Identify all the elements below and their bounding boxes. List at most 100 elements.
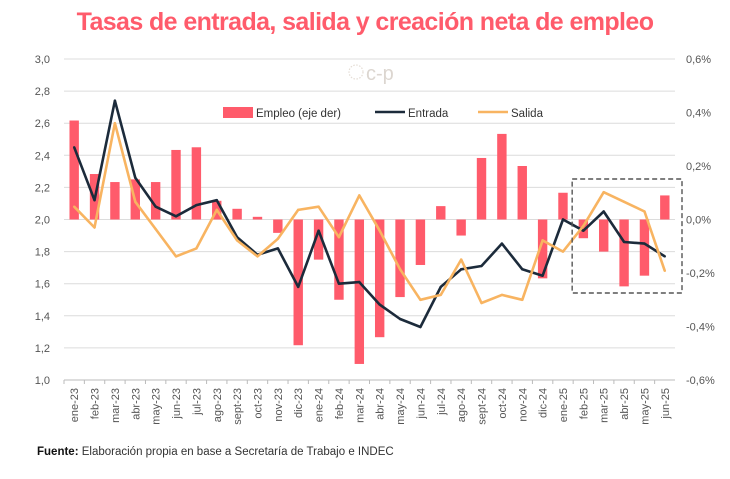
- point-salida-abr-23: [134, 200, 137, 204]
- point-salida-jun-23: [174, 255, 178, 258]
- point-entrada-ene-23: [72, 146, 76, 149]
- x-tick-label: may-25: [639, 388, 651, 425]
- point-entrada-sept-24: [480, 264, 483, 268]
- bar-empleo-jun-23: [171, 149, 181, 220]
- bar-empleo-feb-24: [334, 219, 344, 300]
- left-tick-label: 2,2: [35, 182, 50, 194]
- point-salida-feb-23: [93, 226, 96, 229]
- point-salida-may-23: [154, 227, 157, 231]
- x-tick-label: jun-24: [415, 388, 427, 420]
- point-entrada-jul-23: [195, 203, 198, 207]
- line-entrada: [72, 99, 666, 329]
- source-text: Elaboración propia en base a Secretaría …: [78, 446, 394, 458]
- point-entrada-jul-24: [439, 285, 442, 289]
- point-entrada-jun-23: [174, 215, 178, 218]
- point-salida-may-25: [643, 210, 646, 213]
- point-entrada-ago-24: [459, 268, 463, 271]
- point-entrada-may-23: [154, 205, 157, 208]
- line-salida: [73, 121, 667, 305]
- right-tick-label: 0,0%: [686, 215, 711, 227]
- point-salida-jun-24: [419, 298, 422, 301]
- point-salida-may-24: [398, 268, 402, 271]
- x-tick-label: jul-24: [436, 388, 448, 416]
- left-tick-label: 2,6: [35, 118, 50, 130]
- bar-empleo-mar-23: [110, 182, 120, 220]
- point-entrada-jun-24: [419, 325, 422, 329]
- bar-empleo-may-25: [639, 219, 650, 276]
- x-tick-label: dic-23: [293, 388, 305, 418]
- bar-empleo-jul-24: [436, 206, 446, 220]
- bar-empleo-jun-25: [660, 195, 670, 220]
- point-entrada-feb-24: [337, 282, 341, 285]
- source-note: Fuente: Elaboración propia en base a Sec…: [37, 446, 394, 458]
- right-tick-label: -0,6%: [686, 375, 715, 387]
- bar-empleo-nov-24: [517, 166, 527, 220]
- x-tick-label: ene-23: [69, 388, 81, 422]
- x-tick-label: may-24: [395, 388, 407, 425]
- right-tick-label: -0,2%: [686, 268, 715, 280]
- x-tick-label: ago-23: [212, 388, 224, 422]
- bar-empleo-ago-24: [456, 219, 466, 236]
- point-entrada-may-24: [398, 317, 402, 321]
- point-salida-ago-23: [215, 208, 218, 212]
- left-tick-label: 1,6: [35, 279, 50, 291]
- point-entrada-mar-25: [602, 210, 605, 213]
- bar-empleo-feb-25: [578, 219, 589, 239]
- point-entrada-mar-24: [358, 280, 361, 284]
- bar-empleo-oct-23: [252, 216, 263, 220]
- left-tick-label: 1,8: [35, 247, 50, 259]
- bar-empleo-jun-24: [415, 219, 426, 265]
- left-tick-label: 2,4: [35, 150, 50, 162]
- point-salida-jul-23: [195, 247, 198, 250]
- point-entrada-feb-23: [93, 199, 96, 202]
- x-tick-label: dic-24: [538, 388, 550, 418]
- point-salida-dic-23: [297, 208, 300, 212]
- point-salida-feb-25: [582, 224, 585, 228]
- left-tick-label: 1,2: [35, 343, 50, 355]
- point-entrada-oct-24: [500, 242, 504, 245]
- x-tick-label: sept-24: [477, 388, 489, 425]
- left-tick-label: 3,0: [35, 54, 50, 66]
- point-salida-dic-24: [541, 239, 544, 242]
- x-tick-label: nov-24: [517, 388, 529, 422]
- x-tick-label: abr-23: [130, 388, 142, 420]
- right-tick-label: 0,6%: [686, 54, 711, 66]
- x-tick-label: abr-25: [619, 388, 631, 420]
- x-tick-label: abr-24: [375, 388, 387, 420]
- chart-title: Tasas de entrada, salida y creación neta…: [76, 8, 654, 36]
- bar-empleo-ene-23: [69, 120, 79, 220]
- bar-empleo-ene-24: [313, 219, 324, 260]
- bar-empleo-may-24: [395, 219, 405, 298]
- logo-text: c-p: [366, 63, 394, 85]
- legend-label-empleo: Empleo (eje der): [256, 108, 341, 120]
- x-tick-label: feb-23: [90, 388, 102, 419]
- point-salida-mar-23: [113, 122, 117, 125]
- bar-empleo-may-23: [150, 182, 161, 220]
- right-tick-label: 0,2%: [686, 161, 711, 173]
- left-tick-label: 1,0: [35, 375, 50, 387]
- x-tick-label: feb-24: [334, 388, 346, 419]
- x-tick-label: feb-25: [578, 388, 590, 419]
- right-tick-label: -0,4%: [686, 322, 715, 334]
- x-tick-label: oct-24: [497, 388, 509, 419]
- logo-sun-icon: [348, 64, 364, 80]
- point-salida-abr-24: [378, 229, 381, 232]
- source-label: Fuente:: [37, 446, 79, 458]
- bar-empleo-ene-25: [558, 192, 568, 220]
- point-entrada-abr-24: [378, 303, 381, 306]
- point-salida-ene-24: [317, 205, 320, 208]
- point-salida-feb-24: [337, 235, 341, 239]
- left-tick-label: 2,8: [35, 86, 50, 98]
- point-salida-oct-24: [500, 293, 504, 297]
- point-entrada-nov-23: [276, 247, 280, 250]
- x-tick-label: mar-25: [599, 388, 611, 423]
- point-entrada-nov-24: [521, 268, 524, 271]
- x-tick-label: ene-25: [558, 388, 570, 422]
- point-entrada-may-25: [643, 242, 646, 245]
- bar-empleo-dic-24: [537, 219, 548, 279]
- legend-label-salida: Salida: [511, 108, 544, 120]
- bar-empleo-abr-24: [374, 219, 385, 338]
- x-tick-label: jun-23: [171, 388, 183, 420]
- x-tick-label: jun-25: [660, 388, 672, 420]
- point-salida-jul-24: [439, 293, 442, 297]
